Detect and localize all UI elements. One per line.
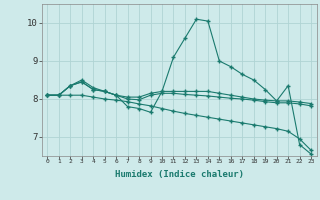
X-axis label: Humidex (Indice chaleur): Humidex (Indice chaleur) [115,170,244,179]
